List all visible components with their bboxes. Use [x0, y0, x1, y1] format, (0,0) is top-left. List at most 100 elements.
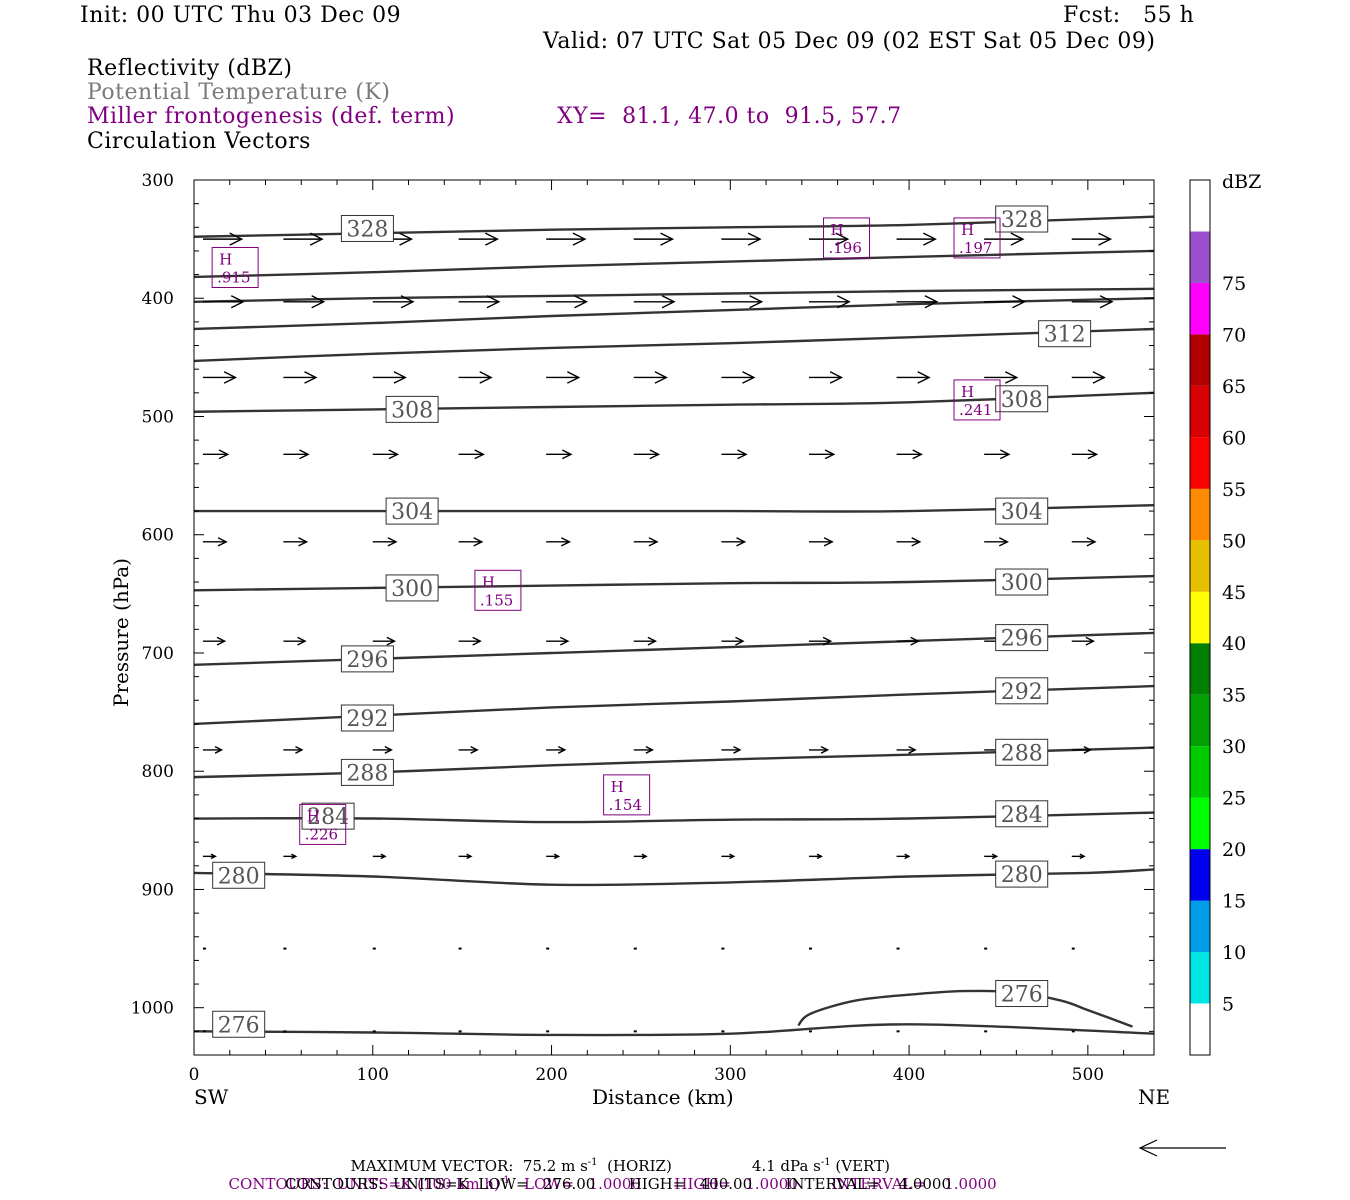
theta-label-text: 312 [1044, 323, 1086, 348]
circulation-vector [633, 371, 668, 384]
colorbar-segment [1190, 900, 1210, 953]
circulation-vector [283, 853, 298, 860]
colorbar-level-label: 30 [1222, 736, 1246, 758]
circulation-vector [546, 853, 561, 860]
circulation-vector [896, 746, 917, 754]
y-tick-label: 900 [142, 880, 174, 900]
colorbar-level-label: 40 [1222, 633, 1246, 655]
circulation-vector [633, 746, 654, 754]
frontogenesis-max-value: .155 [480, 591, 513, 609]
circulation-vector [1071, 853, 1086, 860]
init-time: Init: 00 UTC Thu 03 Dec 09 [80, 3, 402, 28]
circulation-vector [808, 371, 844, 384]
colorbar-level-label: 75 [1222, 273, 1246, 295]
axes: 300 400 500 600 700 800 900 1000 0 100 200 300 400 50… [131, 171, 1154, 1085]
colorbar-unit: dBZ [1222, 171, 1261, 193]
circulation-vector [808, 449, 836, 460]
circulation-vector [721, 636, 745, 646]
theta-label: 280 [212, 861, 266, 889]
x-tick-label: 100 [357, 1065, 389, 1085]
circulation-vector [633, 295, 676, 309]
circulation-vector [546, 537, 571, 547]
frontogenesis-max-marker: H [219, 251, 232, 269]
theta-contour-276-upper-arc- [797, 989, 1133, 1028]
theta-label: 308 [995, 385, 1049, 413]
colorbar-level-label: 65 [1222, 376, 1246, 398]
theta-contour-280 [193, 868, 1155, 887]
max-vector-exp: -1 [587, 1157, 598, 1168]
circulation-vector [372, 746, 393, 754]
y-tick-label: 1000 [131, 999, 174, 1019]
circulation-vector [372, 537, 398, 547]
circulation-vector [896, 853, 911, 860]
circulation-vector [1071, 295, 1114, 309]
theta-label-text: 280 [218, 864, 260, 889]
theta-label: 288 [995, 738, 1049, 766]
max-vector-text: MAXIMUM VECTOR: 75.2 m s-1 (HORIZ) 4.1 dP… [341, 1139, 890, 1175]
frontogenesis-max-marker: H [611, 778, 624, 796]
frontogenesis-max-value: .226 [305, 825, 338, 843]
theta-labels: 328 328 312 308 308 304 304 300 300 296 296 292 292 2… [212, 205, 1092, 1038]
theta-label: 308 [385, 395, 439, 423]
colorbar-level-label: 20 [1222, 839, 1246, 861]
colorbar-segment [1190, 746, 1210, 798]
x-tick-label: 300 [714, 1065, 746, 1085]
x-end-label-sw: SW [194, 1085, 229, 1109]
max-vector-vert: 4.1 dPa s [751, 1157, 821, 1175]
y-axis-label: Pressure (hPa) [109, 558, 133, 707]
circulation-vector [896, 449, 923, 460]
field-theta: Potential Temperature (K) [87, 80, 391, 105]
circulation-vector [202, 853, 217, 860]
x-tick-label: 400 [893, 1065, 925, 1085]
theta-label-text: 300 [1001, 571, 1043, 596]
circulation-vector [808, 537, 834, 547]
theta-label: 280 [995, 860, 1049, 888]
max-vector-label: MAXIMUM VECTOR: 75.2 m s [350, 1157, 588, 1175]
circulation-vector [546, 449, 573, 460]
theta-label: 292 [995, 677, 1049, 705]
theta-contour-316 [193, 297, 1155, 331]
theta-label: 304 [385, 497, 439, 525]
plot-frame [193, 179, 1155, 1056]
frontogenesis-max-marker: H [961, 221, 974, 239]
circulation-vector [808, 746, 830, 754]
theta-label-text: 300 [391, 577, 433, 602]
theta-contour-304 [193, 504, 1155, 513]
circulation-vector [546, 636, 570, 646]
circulation-vector [1071, 371, 1106, 384]
circulation-vectors [202, 232, 1114, 1033]
circulation-vector [458, 853, 473, 860]
theta-label: 328 [995, 205, 1049, 233]
circulation-vector [633, 853, 648, 860]
theta-contour-300 [193, 574, 1155, 592]
circulation-vector [202, 232, 244, 246]
theta-label-text: 328 [1001, 208, 1043, 233]
circulation-vector [202, 371, 238, 384]
circulation-vector [458, 636, 482, 646]
theta-label-text: 276 [1001, 983, 1043, 1008]
colorbar-segment [1190, 180, 1210, 232]
theta-contour-320 [193, 287, 1155, 303]
theta-label: 300 [995, 568, 1049, 596]
circulation-vector [896, 636, 920, 646]
frontogenesis-max: H.241 [953, 379, 1001, 421]
theta-label-text: 308 [391, 398, 433, 423]
theta-label: 328 [340, 214, 394, 242]
circulation-vector [283, 537, 309, 547]
circulation-vector [721, 232, 762, 246]
circulation-vector [1071, 232, 1113, 246]
theta-contour-308 [193, 391, 1155, 413]
frontogenesis-max-value: .915 [217, 269, 250, 287]
theta-label-text: 276 [218, 1013, 260, 1038]
colorbar-segment [1190, 797, 1210, 850]
circulation-vector [984, 232, 1025, 246]
y-tick-label: 400 [142, 289, 174, 309]
theta-label-text: 304 [391, 500, 433, 525]
valid-time: Valid: 07 UTC Sat 05 Dec 09 (02 EST Sat … [543, 29, 1156, 54]
contours-fronto-rest: LOW= 1.0000 HIGH= 1.0000 INTERVAL= 1.000… [523, 1175, 997, 1193]
circulation-vector [721, 449, 748, 460]
field-reflectivity: Reflectivity (dBZ) [87, 56, 293, 81]
circulation-vector [283, 449, 310, 460]
colorbar-segment [1190, 334, 1210, 386]
